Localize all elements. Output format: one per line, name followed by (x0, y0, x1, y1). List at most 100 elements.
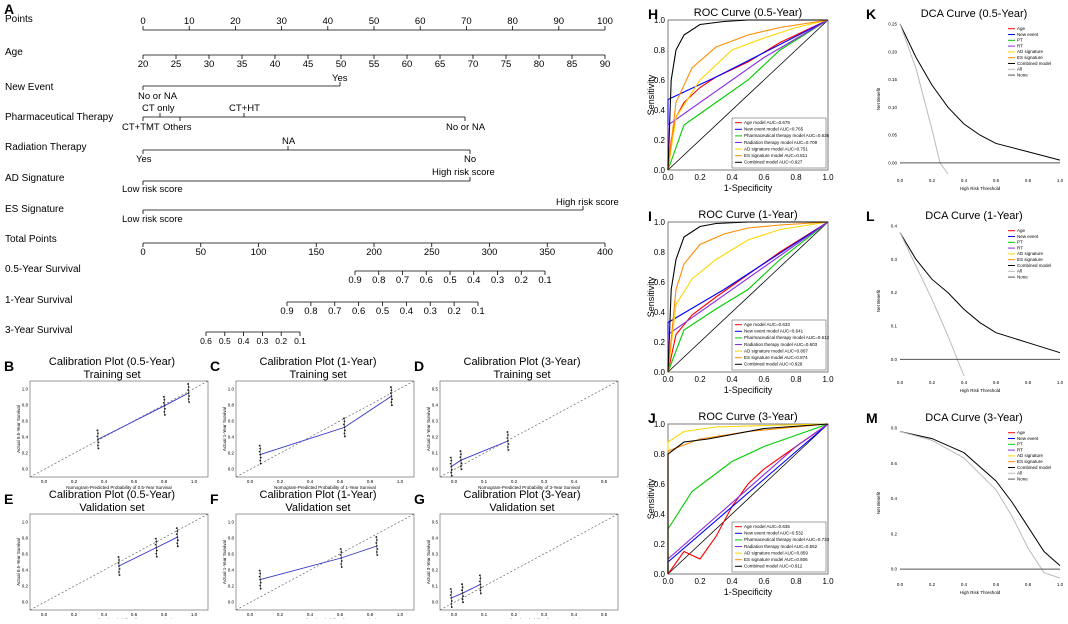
calibration-y-tick: 1.0 (228, 387, 235, 392)
calibration-x-tick: 1.0 (191, 612, 198, 617)
roc-legend-label: Combined model AUC=0.928 (744, 362, 803, 367)
calibration-point (96, 429, 99, 432)
nomo-s1-tick-label: 0.3 (424, 306, 437, 317)
calibration-x-tick: 0.2 (277, 479, 284, 484)
calibration-subtitle: Validation set (285, 502, 350, 514)
panel-b-calibration: B Calibration Plot (0.5-Year)Training set… (4, 356, 209, 490)
calibration-xlabel: Nomogram-Predicted Probability of 3-Year… (478, 485, 580, 490)
nomo-s3-tick-label: 0.2 (275, 336, 287, 346)
calibration-point (155, 555, 158, 558)
calibration-point (449, 462, 452, 465)
calibration-point (460, 459, 462, 462)
calibration-point (117, 556, 120, 558)
calibration-point (340, 563, 343, 565)
roc-series-line (667, 19, 828, 171)
calibration-x-tick: 0.4 (101, 479, 108, 484)
calibration-point (259, 459, 262, 462)
nomo-points-tick-label: 70 (461, 16, 472, 27)
roc-y-tick: 0.2 (654, 338, 666, 347)
dca-x-tick: 0.0 (897, 178, 904, 183)
dca-legend-label: New event (1017, 234, 1039, 239)
panel-label-c: C (210, 358, 220, 374)
panel-label-f: F (210, 491, 219, 507)
calibration-title: Calibration Plot (0.5-Year) (49, 489, 175, 501)
calibration-point (175, 527, 178, 530)
roc-diagonal (667, 423, 829, 575)
calibration-x-tick: 0.0 (41, 612, 48, 617)
dca-legend-label: None (1017, 72, 1028, 77)
calibration-point (449, 588, 452, 590)
panel-f-calibration: F Calibration Plot (1-Year)Validation set… (210, 489, 415, 623)
roc-legend-label: ES signature model AUC=0.811 (744, 153, 808, 158)
roc-y-tick: 1.0 (654, 420, 666, 429)
calibration-x-tick: 0.4 (307, 479, 314, 484)
calibration-point (450, 474, 453, 477)
calibration-y-tick: 0.6 (228, 552, 235, 557)
roc-legend-label: Pharmaceutical therapy model AUC=0.733 (744, 537, 830, 542)
calibration-subtitle: Validation set (79, 502, 144, 514)
nomo-s05-tick-label: 0.8 (372, 275, 385, 286)
panel-g-calibration: G Calibration Plot (3-Year)Validation set… (414, 489, 619, 623)
calibration-point (450, 468, 453, 471)
nomo-points-tick-label: 20 (230, 16, 241, 27)
nomo-s1-tick-label: 0.8 (304, 306, 317, 317)
roc-title: ROC Curve (3-Year) (698, 411, 797, 423)
nomo-s05-tick-label: 0.5 (443, 275, 456, 286)
calibration-frame (235, 380, 415, 478)
dca-legend-label: ES signature (1017, 257, 1043, 262)
calibration-point (259, 453, 262, 456)
roc-series-line (667, 221, 828, 373)
dca-legend-label: Age (1017, 228, 1026, 233)
calibration-point (155, 552, 158, 555)
calibration-point (461, 586, 464, 589)
calibration-point (506, 437, 509, 439)
nomo-s3-scale: 0.6 0.5 0.4 0.3 0.2 0.1 (200, 331, 306, 346)
calibration-ideal-line (439, 380, 619, 478)
panel-label-j: J (648, 410, 656, 426)
calibration-point (164, 407, 166, 410)
calibration-point (259, 581, 262, 584)
calibration-point (460, 462, 463, 465)
calibration-point (163, 410, 166, 413)
calibration-point (375, 542, 378, 544)
calibration-y-tick: 0.5 (432, 387, 439, 392)
dca-x-tick: 1.0 (1057, 178, 1064, 183)
calibration-point (507, 446, 509, 448)
calibration-point (259, 462, 262, 465)
dca-legend-label: New event (1017, 32, 1039, 37)
dca-legend-label: Age (1017, 26, 1026, 31)
calibration-point (118, 559, 120, 561)
dca-series-line (899, 23, 949, 175)
calibration-point (258, 450, 261, 453)
roc-series-line (667, 221, 829, 373)
panel-label-a: A (4, 1, 14, 17)
dca-xlabel: High Risk Threshold (960, 186, 1001, 191)
dca-series-line (899, 431, 1061, 567)
nomo-points-tick-label: 40 (323, 16, 334, 27)
panel-label-g: G (414, 491, 425, 507)
dca-y-tick: 0.8 (891, 426, 898, 431)
calibration-x-tick: 0.2 (71, 612, 78, 617)
calibration-point (478, 580, 481, 583)
roc-legend-label: AD signature model AUC=0.807 (744, 348, 808, 353)
dca-series-line (899, 232, 965, 377)
calibration-title: Calibration Plot (0.5-Year) (49, 356, 175, 368)
dca-x-tick: 0.4 (961, 178, 968, 183)
nomo-age-scale: 20 25 30 35 40 45 50 55 60 65 70 75 80 85 90 (138, 54, 610, 70)
calibration-point (462, 595, 465, 598)
roc-series-line (667, 221, 829, 373)
calibration-point (478, 574, 481, 577)
calibration-point (506, 431, 509, 433)
calibration-line (260, 395, 392, 456)
dca-legend-label: Combined model (1017, 465, 1051, 470)
calibration-subtitle: Training set (289, 369, 346, 381)
calibration-ylabel: Actual 0.5-Year Survival (16, 405, 21, 453)
calibration-point (450, 597, 453, 599)
calibration-line (450, 440, 509, 467)
dca-legend-label: Combined model (1017, 263, 1051, 268)
nomo-points-tick-label: 80 (507, 16, 518, 27)
roc-y-tick: 0.6 (654, 278, 666, 287)
nomo-total-tick-label: 50 (195, 247, 206, 258)
calibration-point (479, 577, 482, 580)
